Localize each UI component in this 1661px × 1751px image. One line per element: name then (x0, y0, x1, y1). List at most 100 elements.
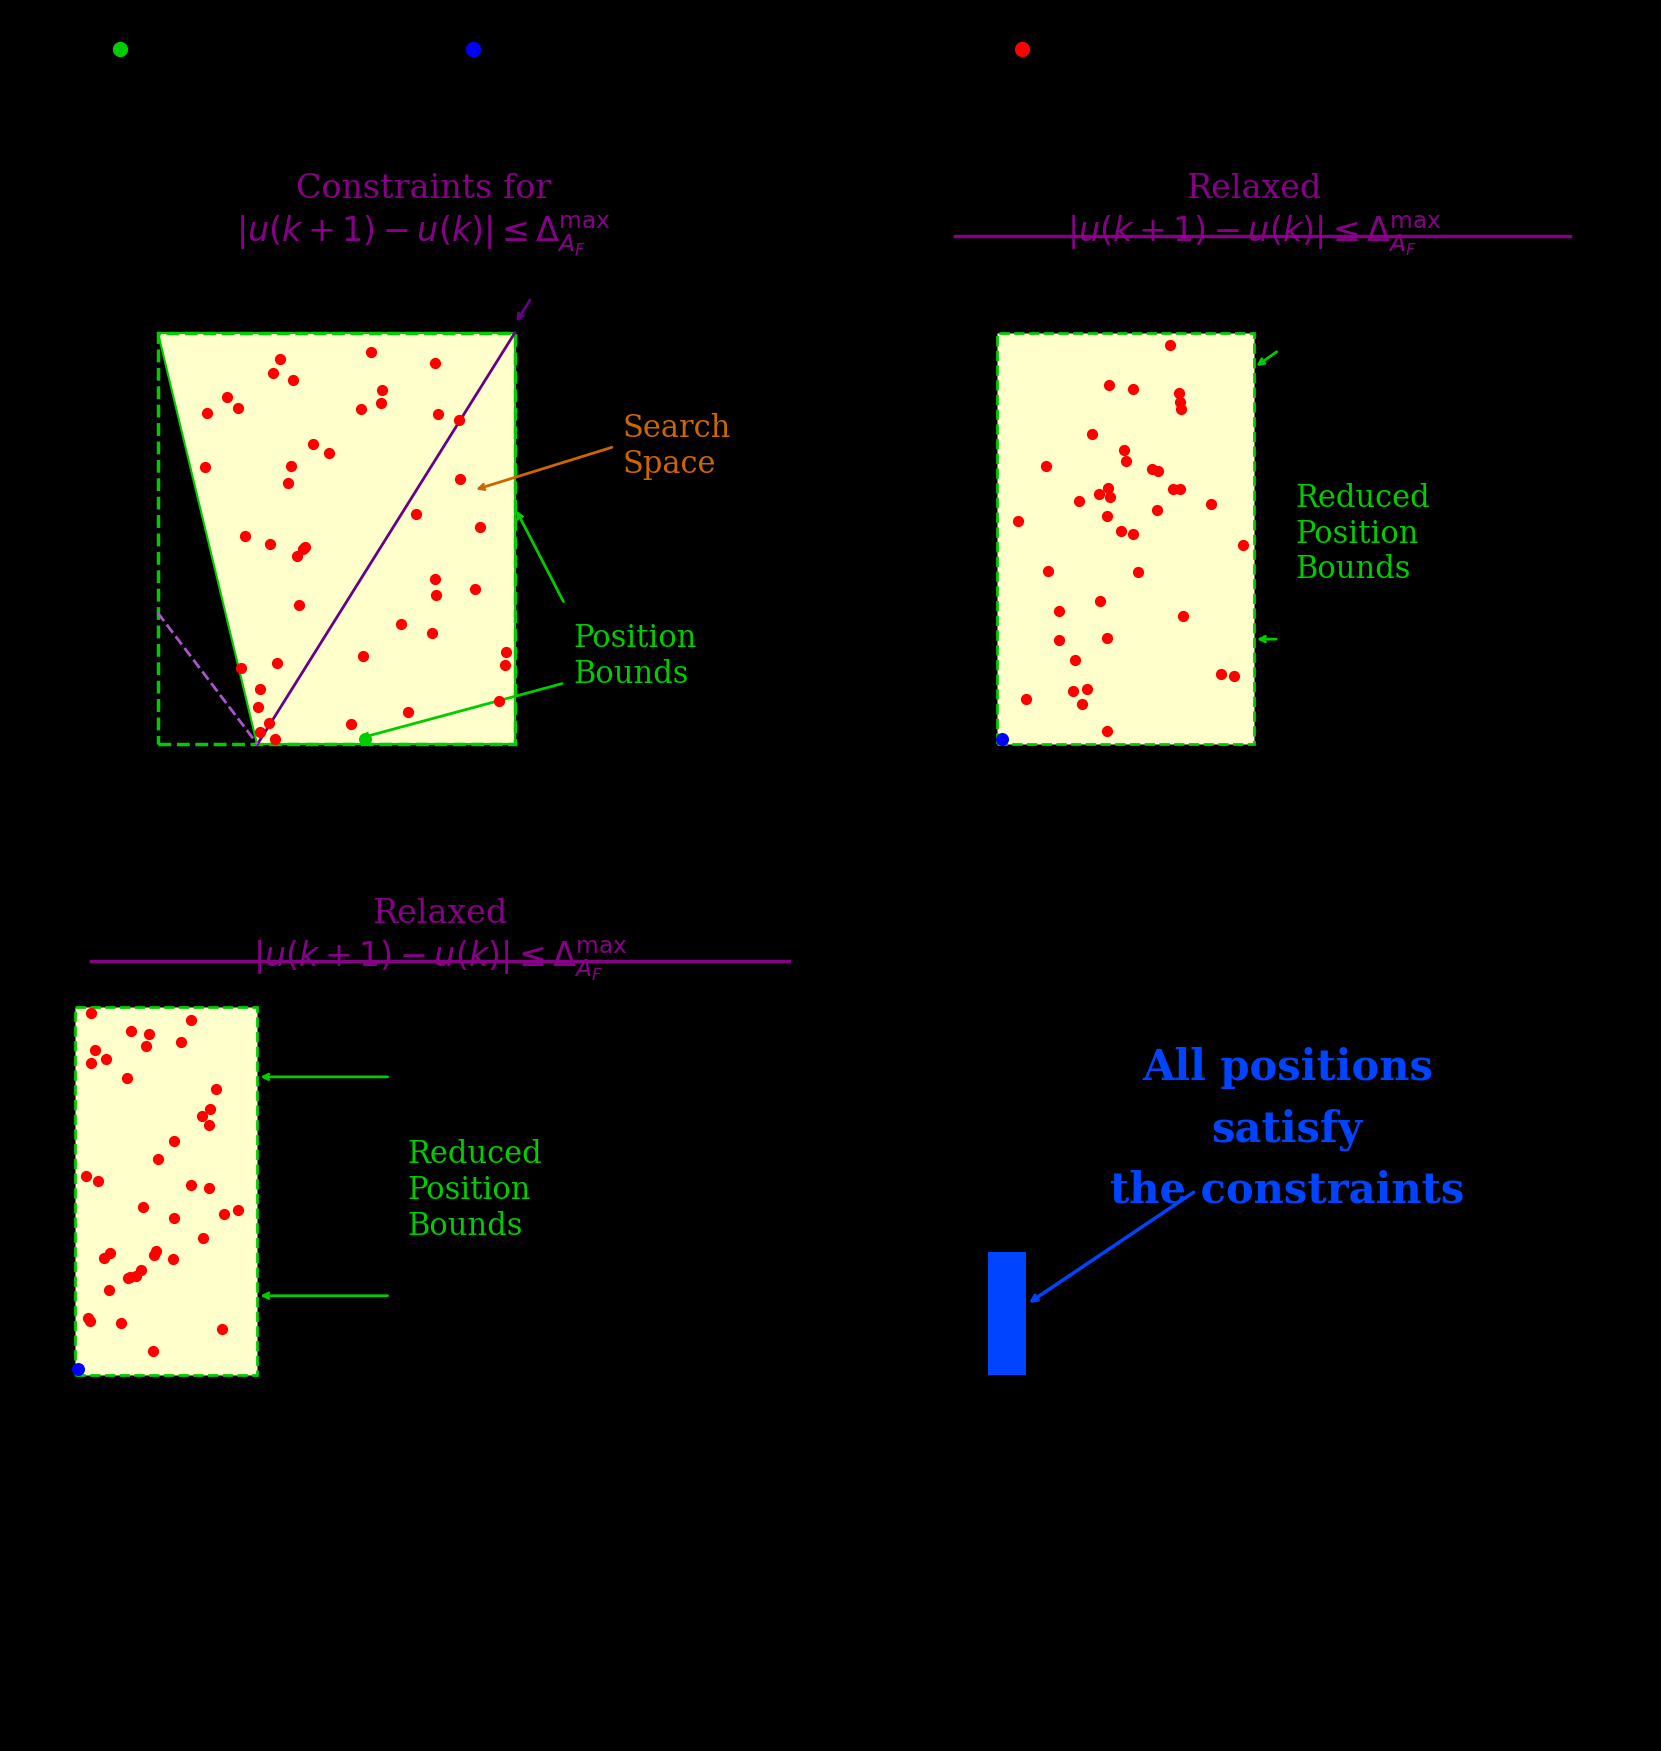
Point (128, 1255, 154, 1283)
Point (1113, 447, 1139, 475)
Point (460, 35, 487, 63)
Point (493, 637, 520, 665)
Point (224, 394, 251, 422)
Point (228, 655, 254, 683)
Point (277, 452, 304, 480)
Point (1005, 506, 1031, 534)
Point (1139, 455, 1166, 483)
Point (81, 1035, 108, 1063)
Text: satisfy: satisfy (1213, 1108, 1362, 1150)
Polygon shape (158, 333, 515, 744)
Point (1168, 394, 1194, 422)
Point (115, 1264, 141, 1292)
Point (352, 725, 379, 753)
Point (369, 389, 395, 417)
Point (161, 1205, 188, 1233)
Point (425, 401, 452, 429)
Point (1124, 559, 1151, 587)
Point (1061, 646, 1088, 674)
Point (1166, 475, 1193, 503)
Point (1033, 452, 1060, 480)
Point (244, 693, 271, 721)
Point (161, 1128, 188, 1156)
Text: Reduced
Position
Bounds: Reduced Position Bounds (1296, 483, 1430, 585)
Point (246, 676, 272, 704)
Point (118, 1017, 145, 1045)
Point (1095, 503, 1121, 531)
Point (189, 1224, 216, 1252)
Point (75, 1303, 101, 1331)
Point (286, 592, 312, 620)
Point (291, 532, 317, 560)
Point (194, 399, 221, 427)
Point (196, 1094, 223, 1122)
Point (123, 1262, 149, 1290)
Point (1095, 716, 1121, 744)
Point (359, 338, 385, 366)
Point (462, 574, 488, 602)
Point (1068, 690, 1095, 718)
Point (1066, 487, 1093, 515)
Point (301, 431, 327, 459)
Point (1169, 602, 1196, 630)
Point (196, 1175, 223, 1203)
Point (1046, 627, 1073, 655)
Point (1045, 597, 1071, 625)
Point (1096, 371, 1123, 399)
Point (1158, 331, 1184, 359)
Point (492, 651, 518, 679)
Point (108, 1310, 135, 1338)
Point (284, 543, 311, 571)
Point (274, 469, 301, 497)
Point (178, 1171, 204, 1199)
Point (211, 1199, 238, 1227)
Point (96, 1238, 123, 1266)
Point (316, 438, 342, 466)
Text: Relaxed: Relaxed (1186, 173, 1322, 205)
Text: Reduced
Position
Bounds: Reduced Position Bounds (407, 1140, 541, 1241)
Point (196, 1110, 223, 1138)
Point (264, 650, 291, 678)
Point (106, 35, 133, 63)
Point (256, 709, 282, 737)
Point (447, 466, 473, 494)
Text: $|u(k+1) - u(k)| \leq \Delta_{A_F}^{\mathrm{max}}$: $|u(k+1) - u(k)| \leq \Delta_{A_F}^{\mat… (1066, 214, 1442, 259)
Bar (158, 333, 515, 744)
Point (369, 376, 395, 404)
Point (1144, 457, 1171, 485)
Point (136, 1019, 163, 1047)
Point (188, 1101, 214, 1129)
Point (1078, 420, 1105, 448)
Point (1159, 475, 1186, 503)
Point (73, 1161, 100, 1189)
Point (1111, 436, 1138, 464)
Point (1095, 475, 1121, 503)
Point (1108, 517, 1134, 545)
Point (143, 1236, 169, 1264)
Point (90, 1243, 116, 1271)
Text: Search
Space: Search Space (623, 413, 731, 480)
Point (281, 366, 307, 394)
Point (350, 643, 377, 671)
Bar (988, 1252, 1026, 1375)
Point (246, 718, 272, 746)
Point (257, 531, 284, 559)
Point (159, 1245, 186, 1273)
Text: All positions: All positions (1141, 1047, 1433, 1089)
Point (1086, 480, 1113, 508)
Point (1221, 662, 1247, 690)
Point (133, 1031, 159, 1059)
Point (113, 1063, 140, 1091)
Text: Constraints for: Constraints for (296, 173, 551, 205)
Point (178, 1007, 204, 1035)
Point (168, 1028, 194, 1056)
Point (78, 998, 105, 1026)
Point (116, 1262, 143, 1290)
Point (1008, 35, 1035, 63)
Point (422, 581, 448, 609)
Point (1035, 557, 1061, 585)
Point (1013, 685, 1040, 713)
Point (85, 1168, 111, 1196)
Point (485, 686, 512, 714)
Point (467, 513, 493, 541)
